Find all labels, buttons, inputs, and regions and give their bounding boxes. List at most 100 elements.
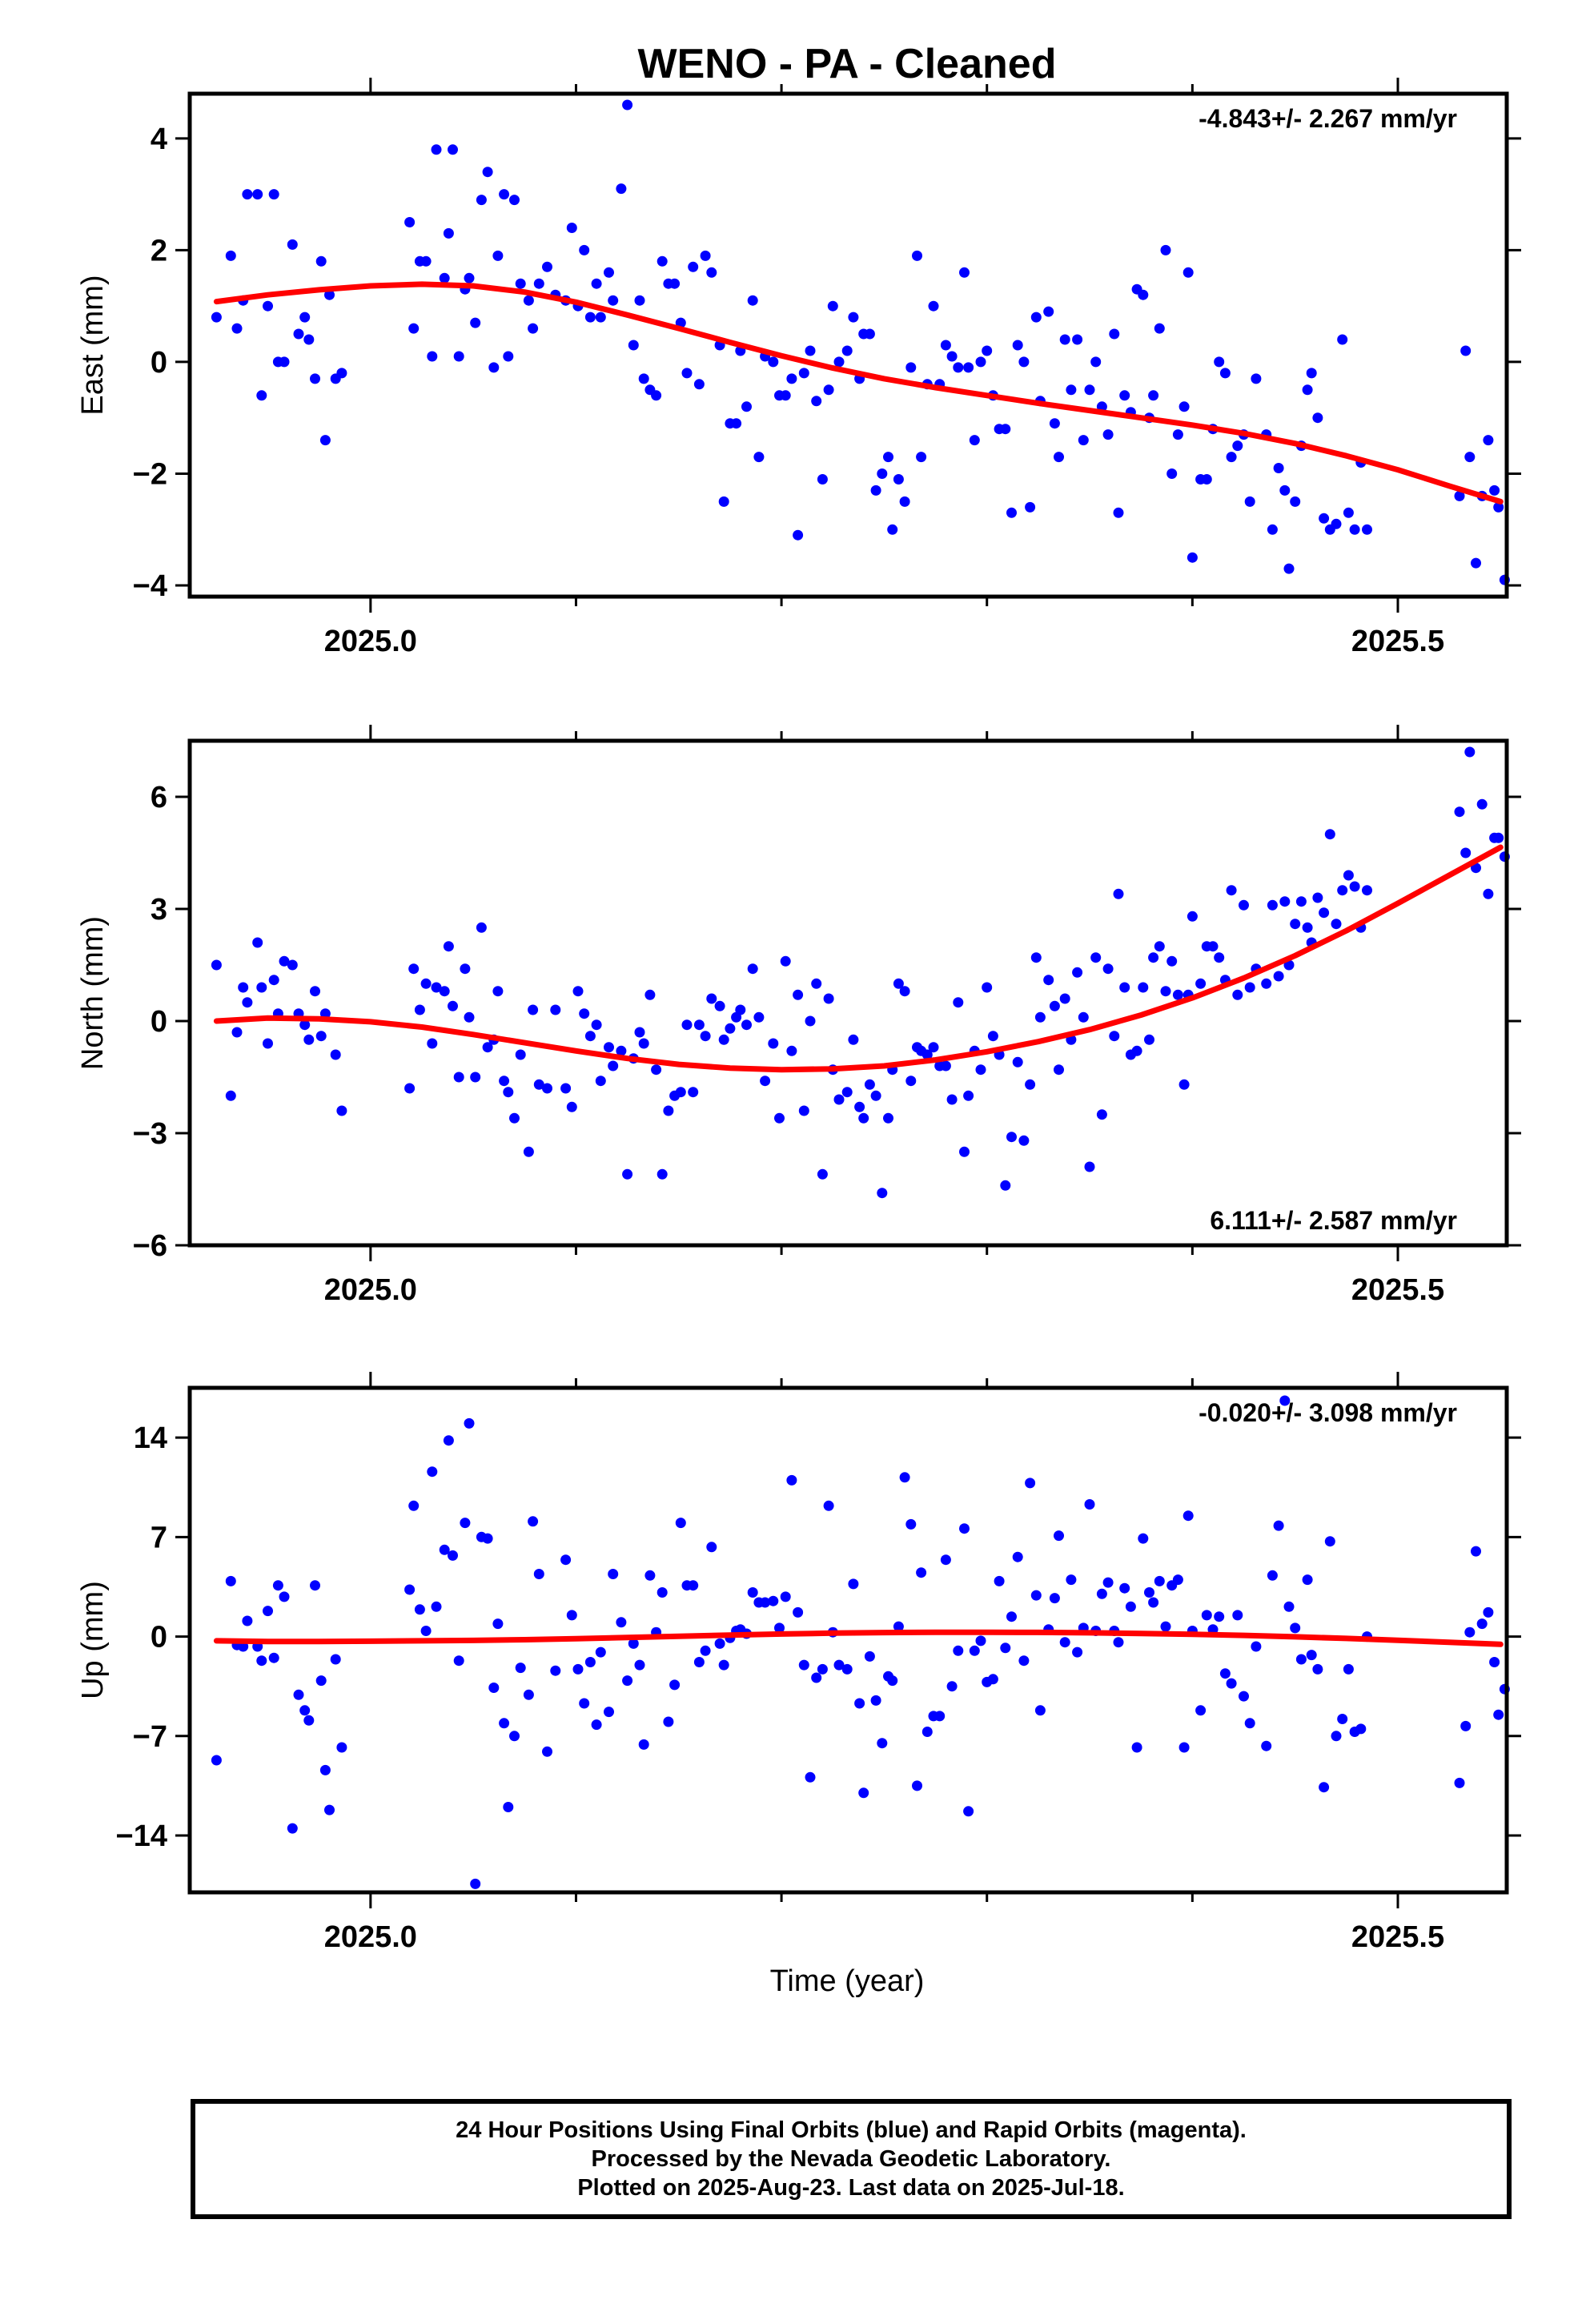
north-data-point xyxy=(595,1076,606,1087)
up-data-point xyxy=(319,1764,331,1775)
north-data-point xyxy=(1290,919,1301,930)
east-data-point xyxy=(1186,552,1198,563)
north-data-point xyxy=(1096,1109,1107,1120)
east-data-point xyxy=(231,323,243,334)
north-data-point xyxy=(523,1146,534,1157)
north-data-point xyxy=(700,1031,711,1042)
up-data-point xyxy=(279,1591,290,1602)
up-data-point xyxy=(453,1655,464,1667)
north-data-point xyxy=(1244,982,1255,993)
north-data-point xyxy=(252,937,263,948)
up-data-point xyxy=(780,1591,791,1602)
east-data-point xyxy=(622,99,633,111)
east-data-point xyxy=(499,189,510,200)
east-data-point xyxy=(492,250,504,261)
east-xtick-label: 2025.0 xyxy=(324,625,417,658)
east-data-point xyxy=(753,452,765,463)
north-data-point xyxy=(310,986,320,997)
east-data-point xyxy=(833,356,845,368)
up-data-point xyxy=(443,1435,454,1446)
up-data-point xyxy=(1337,1714,1348,1724)
up-data-point xyxy=(1306,1650,1317,1661)
north-data-point xyxy=(1493,832,1504,843)
up-data-point xyxy=(934,1711,946,1722)
east-data-point xyxy=(404,217,416,227)
up-data-point xyxy=(1267,1570,1278,1581)
east-data-point xyxy=(940,340,951,351)
east-data-point xyxy=(959,267,970,278)
east-ytick-label: −2 xyxy=(133,457,167,491)
east-data-point xyxy=(747,295,758,306)
north-data-point xyxy=(1337,885,1348,896)
north-ytick-label: −6 xyxy=(133,1229,167,1263)
east-data-point xyxy=(893,474,904,485)
up-data-point xyxy=(608,1569,619,1579)
north-data-point xyxy=(560,1083,572,1094)
east-data-point xyxy=(1090,356,1102,368)
east-data-point xyxy=(975,356,986,368)
north-data-point xyxy=(725,1023,736,1034)
north-data-point xyxy=(774,1112,785,1124)
up-data-point xyxy=(414,1604,425,1615)
up-data-point xyxy=(760,1597,771,1608)
east-data-point xyxy=(877,468,888,479)
north-data-point xyxy=(675,1087,686,1098)
up-data-point xyxy=(272,1580,283,1591)
north-data-point xyxy=(1483,888,1494,899)
north-xtick-label: 2025.0 xyxy=(324,1273,417,1307)
north-data-point xyxy=(509,1112,520,1124)
north-data-point xyxy=(1160,986,1171,997)
east-data-point xyxy=(982,345,993,356)
north-data-point xyxy=(760,1076,771,1087)
north-data-point xyxy=(242,997,253,1008)
east-data-point xyxy=(523,295,534,306)
up-data-point xyxy=(470,1878,481,1889)
north-data-point xyxy=(1109,1031,1120,1042)
up-data-point xyxy=(1084,1499,1095,1510)
up-data-point xyxy=(987,1674,998,1685)
east-data-point xyxy=(336,368,347,379)
north-data-point xyxy=(688,1087,699,1098)
east-data-point xyxy=(1483,435,1494,446)
up-data-point xyxy=(303,1715,315,1726)
north-data-point xyxy=(780,955,791,967)
north-data-point xyxy=(336,1105,347,1116)
north-data-point xyxy=(1232,989,1243,1000)
up-data-point xyxy=(293,1689,304,1700)
east-data-point xyxy=(482,167,493,178)
east-data-point xyxy=(566,223,577,233)
east-data-point xyxy=(798,368,809,379)
up-data-point xyxy=(595,1647,606,1658)
east-data-point xyxy=(420,255,432,267)
up-data-point xyxy=(1160,1621,1171,1632)
up-data-point xyxy=(431,1601,442,1612)
east-data-point xyxy=(1012,340,1023,351)
up-data-point xyxy=(1295,1654,1307,1665)
east-data-point xyxy=(1493,501,1504,513)
north-trend-line xyxy=(213,844,1504,1073)
up-data-point xyxy=(774,1622,785,1634)
up-data-point xyxy=(1355,1723,1367,1735)
north-data-point xyxy=(1331,919,1342,930)
east-data-point xyxy=(741,401,752,412)
north-data-point xyxy=(899,986,910,997)
up-ytick-label: −7 xyxy=(133,1720,167,1754)
east-data-point xyxy=(515,278,526,289)
east-data-point xyxy=(1312,412,1323,424)
east-data-point xyxy=(1302,384,1313,396)
east-data-point xyxy=(628,340,639,351)
up-data-point xyxy=(1471,1546,1481,1557)
east-data-point xyxy=(279,356,290,368)
up-data-point xyxy=(798,1659,809,1671)
up-data-point xyxy=(1178,1742,1190,1753)
up-data-point xyxy=(1454,1777,1465,1788)
east-y-axis-label: East (mm) xyxy=(76,275,110,415)
up-data-point xyxy=(1214,1611,1225,1622)
east-data-point xyxy=(542,261,552,272)
up-data-point xyxy=(268,1652,279,1663)
up-data-point xyxy=(1113,1637,1124,1648)
north-data-point xyxy=(1059,993,1070,1004)
north-data-point xyxy=(946,1094,958,1105)
up-data-point xyxy=(959,1523,970,1534)
north-data-point xyxy=(864,1079,875,1090)
